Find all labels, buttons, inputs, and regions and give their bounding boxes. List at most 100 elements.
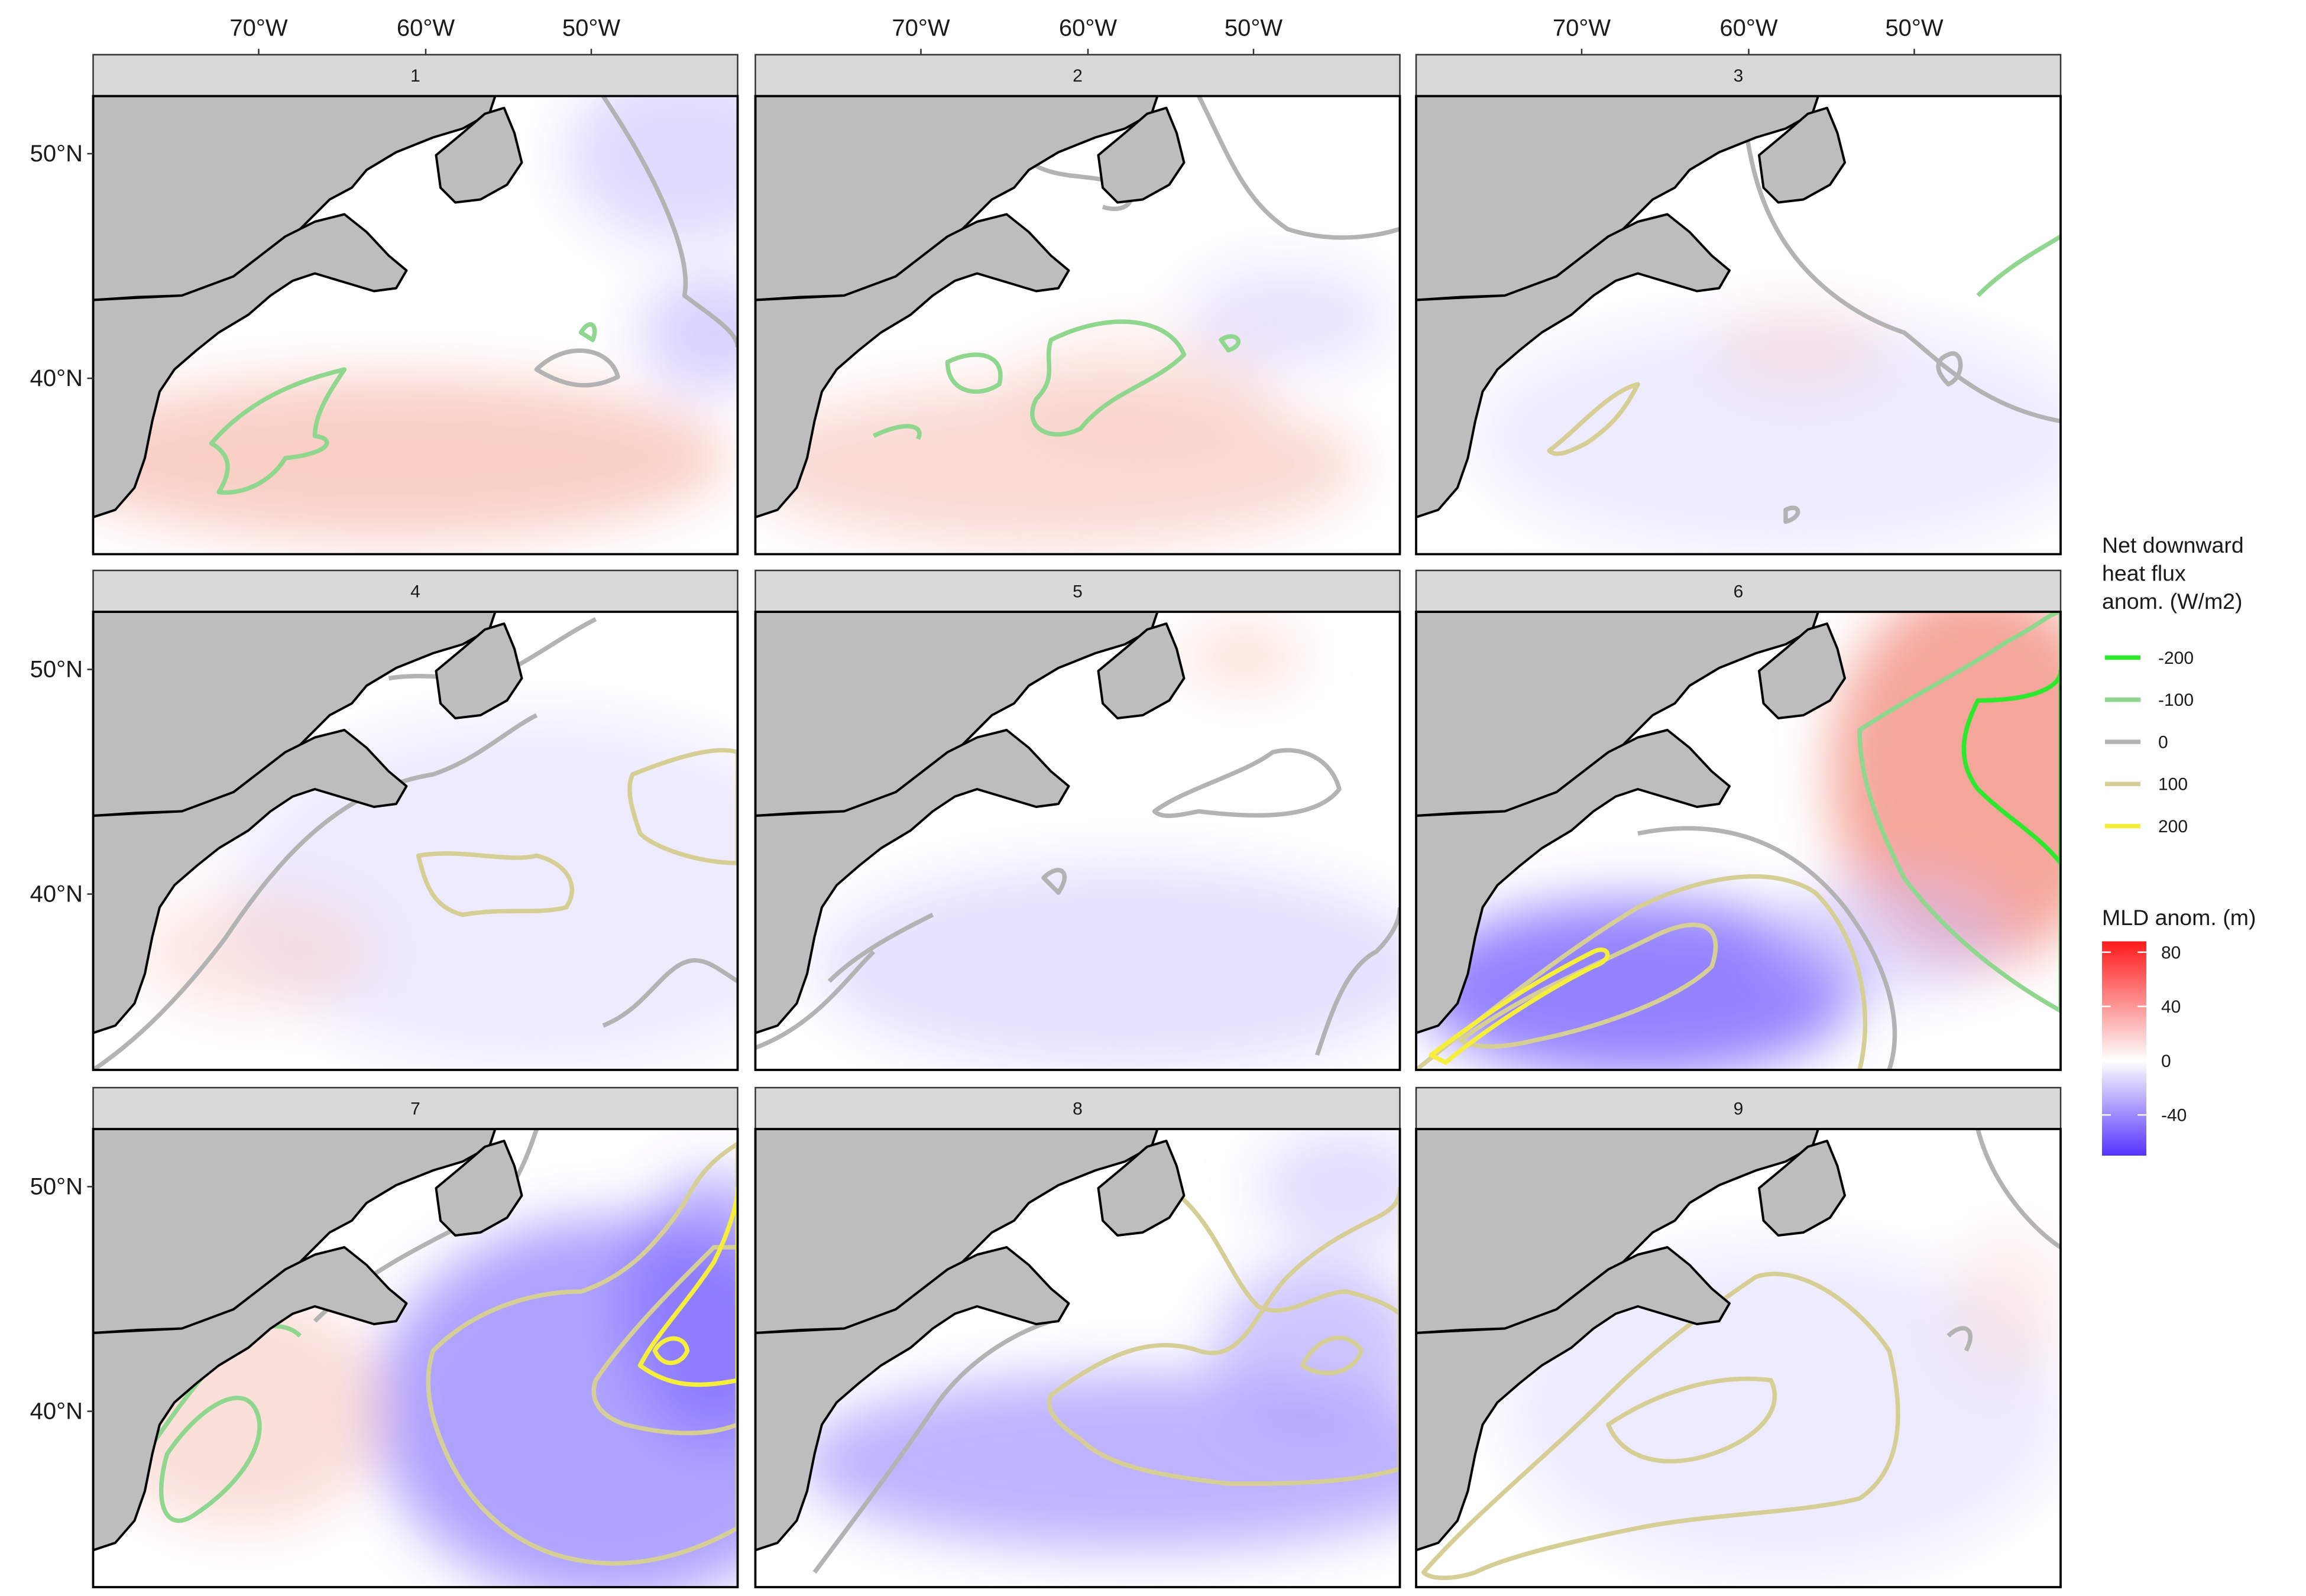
- strip: [1415, 1086, 2062, 1130]
- contour: [209, 367, 347, 495]
- contour: [1947, 1326, 1973, 1352]
- contour: [1637, 826, 1897, 1070]
- map-panel: 3: [1415, 54, 2062, 556]
- map: [1416, 612, 2061, 1070]
- anomaly-patch: [137, 893, 374, 1011]
- contour: [1416, 874, 1868, 1070]
- colorbar-tick-label: -40: [2161, 1106, 2187, 1125]
- colorbar: [2102, 941, 2146, 1156]
- x-tick-label: 60°W: [1059, 15, 1117, 41]
- contour: [1421, 1271, 1900, 1581]
- anomaly-field: [1505, 1232, 2061, 1572]
- y-tick-label: 50°N: [30, 141, 83, 167]
- panel-label: 8: [1073, 1099, 1083, 1118]
- panel-label: 1: [410, 66, 420, 86]
- map-border: [1415, 95, 2062, 556]
- panel-label: 9: [1734, 1099, 1744, 1118]
- map-border: [754, 1128, 1401, 1588]
- y-tick-label: 50°N: [30, 1174, 83, 1200]
- contour-legend: Net downward heat flux anom. (W/m2) -200 -10…: [2102, 533, 2244, 836]
- anomaly-patch: [1475, 317, 2061, 554]
- anomaly-patch: [1948, 1232, 2061, 1380]
- anomaly-patch: [566, 96, 738, 244]
- x-tick-label: 50°W: [1225, 15, 1282, 41]
- strip: [92, 569, 739, 613]
- map: [755, 612, 1400, 1070]
- contour: [416, 851, 575, 917]
- land: [1097, 622, 1186, 719]
- contour: [1300, 1335, 1364, 1376]
- map-border: [92, 611, 739, 1071]
- strip: [1415, 54, 2062, 97]
- colorbar-title: MLD anom. (m): [2102, 905, 2256, 930]
- strip: [92, 1086, 739, 1130]
- contour: [1047, 1186, 1400, 1486]
- land: [1416, 1246, 1731, 1552]
- map-panel: 5: [754, 569, 1401, 1071]
- contour: [1219, 334, 1241, 353]
- contour: [755, 950, 876, 1050]
- map-border: [754, 611, 1401, 1071]
- anomaly-patch: [640, 273, 738, 392]
- map-border: [1415, 611, 2062, 1071]
- panel-label: 2: [1073, 66, 1083, 86]
- map: [93, 96, 738, 554]
- anomaly-patch: [1771, 878, 2007, 996]
- colorbar-tick-label: 40: [2161, 997, 2181, 1017]
- contour: [1783, 505, 1800, 524]
- contour: [1168, 1186, 1400, 1316]
- contour: [1606, 1376, 1777, 1464]
- colorbar-tick-label: 80: [2161, 943, 2181, 962]
- land: [93, 213, 408, 518]
- land: [93, 1246, 408, 1552]
- land: [435, 622, 523, 719]
- contour: [578, 322, 597, 342]
- x-tick-label: 70°W: [1553, 15, 1611, 41]
- x-tick-label: 70°W: [892, 15, 950, 41]
- legend-title: anom. (W/m2): [2102, 589, 2243, 614]
- panel-label: 3: [1734, 66, 1744, 86]
- x-tick-label: 60°W: [397, 15, 455, 41]
- land: [755, 213, 1070, 518]
- legend-label: 100: [2158, 775, 2188, 794]
- contour: [1041, 868, 1067, 895]
- strip: [754, 54, 1401, 97]
- land: [1416, 729, 1731, 1034]
- anomaly-field: [1475, 303, 2061, 554]
- map-border: [754, 95, 1401, 556]
- land: [435, 1140, 523, 1237]
- legend-title: heat flux: [2102, 560, 2186, 585]
- x-tick-label: 50°W: [1885, 15, 1943, 41]
- y-tick-label: 50°N: [30, 657, 83, 683]
- anomaly-field: [93, 1173, 738, 1587]
- contour: [637, 1186, 738, 1387]
- land: [1758, 1140, 1846, 1237]
- contour: [827, 913, 934, 983]
- anomaly-patch: [1184, 627, 1303, 686]
- map-panel: 2: [754, 54, 1401, 556]
- contour: [1152, 748, 1342, 818]
- anomaly-patch: [1416, 900, 1860, 1070]
- contour: [601, 96, 738, 348]
- anomaly-patch: [1006, 332, 1273, 451]
- land: [1758, 622, 1846, 719]
- contour: [602, 958, 738, 1028]
- contour: [1429, 947, 1610, 1065]
- strip: [92, 54, 739, 97]
- legend-label: -100: [2158, 690, 2194, 710]
- map-panel: 1: [92, 54, 739, 556]
- map-border: [1415, 1128, 2062, 1588]
- map: [1416, 96, 2061, 554]
- legend-label: 200: [2158, 817, 2188, 836]
- y-tick-label: 40°N: [30, 365, 83, 391]
- contour: [1857, 612, 2061, 1013]
- contour: [93, 713, 538, 1070]
- contour: [1936, 351, 1963, 387]
- land: [1416, 213, 1731, 518]
- map-panel: 8: [754, 1086, 1401, 1588]
- y-tick-label: 40°N: [30, 881, 83, 907]
- y-tick-label: 40°N: [30, 1399, 83, 1425]
- anomaly-field: [1416, 612, 2061, 1070]
- map-border: [92, 95, 739, 556]
